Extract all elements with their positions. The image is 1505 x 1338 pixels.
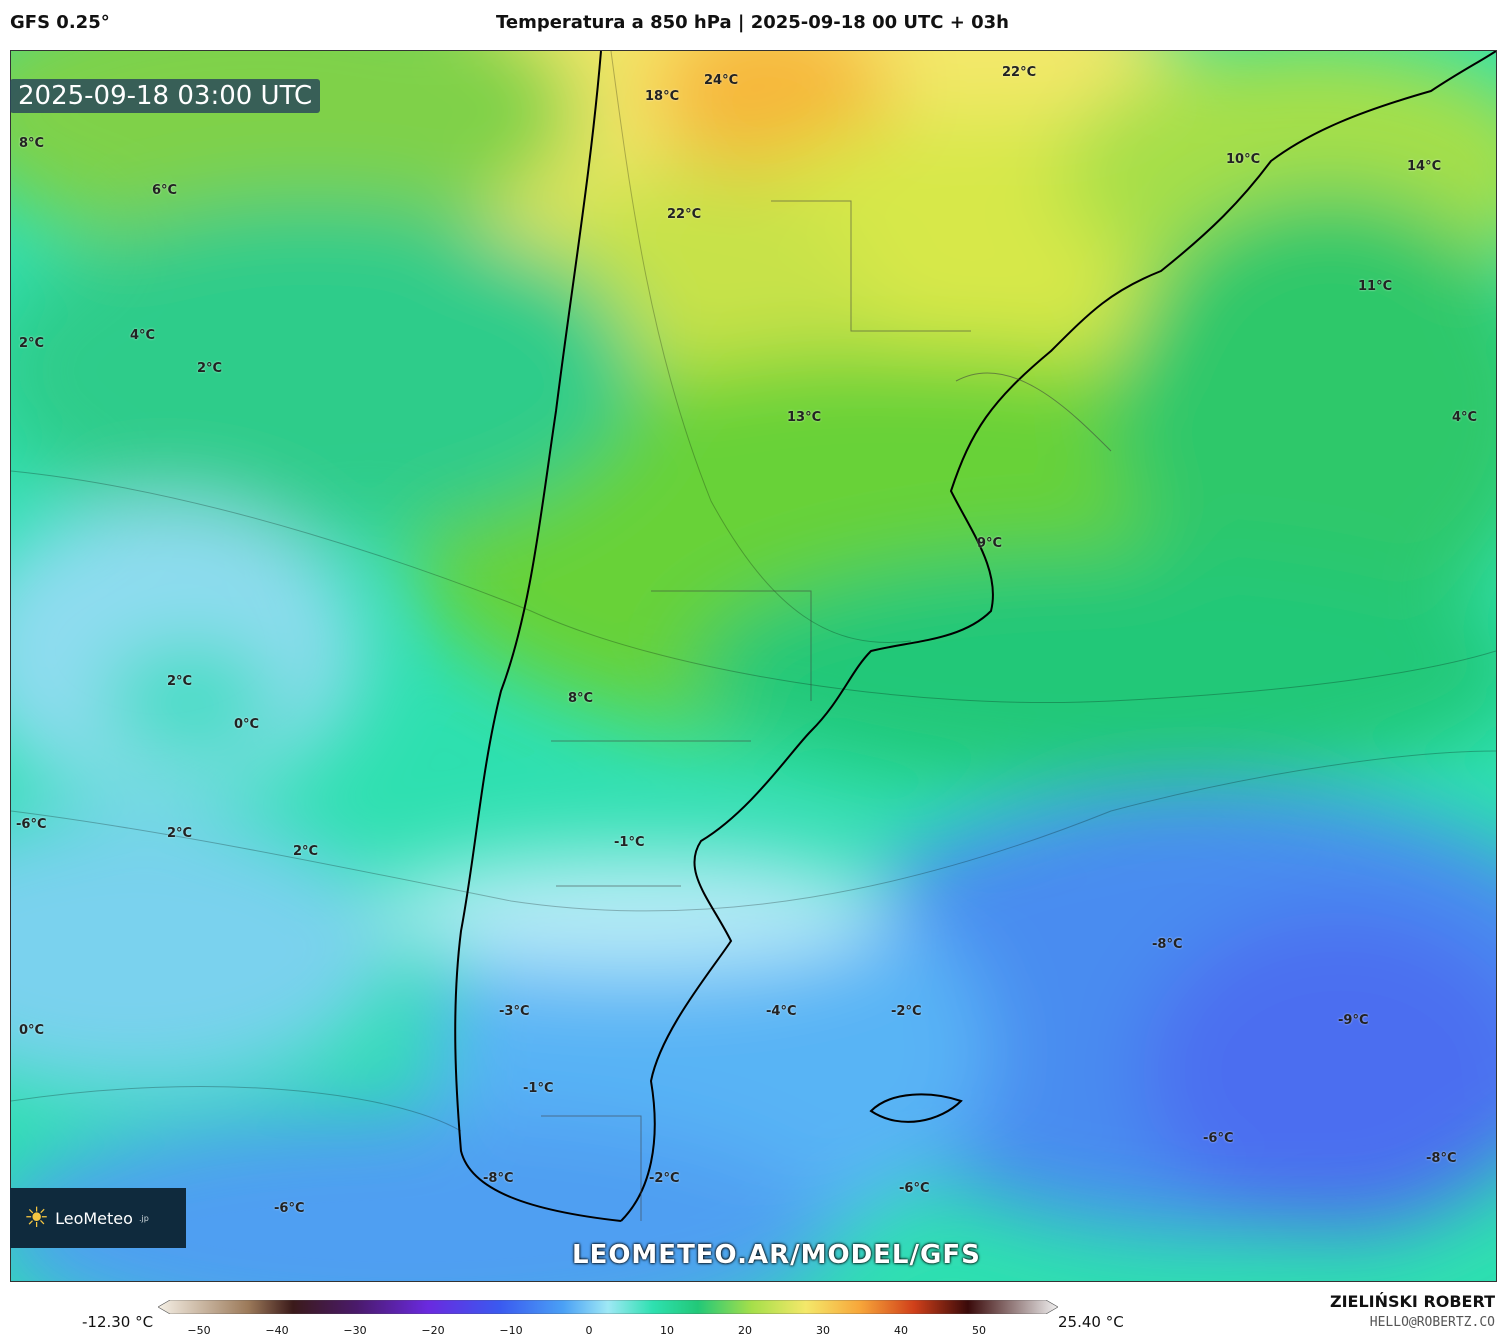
colorbar-ticks: −50 −40 −30 −20 −10 0 10 20 30 40 50 [0,1324,1505,1338]
temp-label: -6°C [899,1181,930,1196]
temp-label: 2°C [167,826,193,841]
leometeo-logo: ☀ LeoMeteo .jp [10,1188,186,1248]
colorbar-tick: 50 [972,1324,986,1337]
temperature-map: 24°C 18°C 22°C 22°C 8°C 6°C 10°C 14°C 11… [10,50,1497,1282]
temp-label: 9°C [977,536,1003,551]
temp-label: -1°C [523,1081,554,1096]
colorbar-tick: −20 [421,1324,445,1337]
logo-suffix: .jp [138,1213,149,1223]
colorbar-tick: 0 [585,1324,593,1337]
temp-label: 8°C [19,136,45,151]
colorbar-tick: −10 [499,1324,523,1337]
colorbar-tick: −50 [187,1324,211,1337]
source-url: LEOMETEO.AR/MODEL/GFS [572,1240,981,1270]
temp-label: 0°C [19,1023,45,1038]
model-name: GFS 0.25° [10,12,110,33]
temp-label: 4°C [130,328,156,343]
temp-label: -8°C [483,1171,514,1186]
colorbar-min-label: -12.30 °C [82,1313,154,1331]
colorbar-tick: 30 [816,1324,830,1337]
temp-label: 6°C [152,183,178,198]
logo-text: LeoMeteo [55,1208,133,1228]
temp-label: 24°C [704,73,739,88]
temp-label: 22°C [1002,65,1037,80]
colorbar [158,1300,1058,1314]
temp-label: -8°C [1426,1151,1457,1166]
colorbar-tick: −40 [265,1324,289,1337]
temp-label: 22°C [667,207,702,222]
temp-label: 2°C [293,844,319,859]
chart-title: Temperatura a 850 hPa | 2025-09-18 00 UT… [495,12,1009,33]
temp-label: 14°C [1407,159,1442,174]
temp-label: -6°C [16,817,47,832]
colorbar-tick: 20 [738,1324,752,1337]
temp-label: 10°C [1226,152,1261,167]
colorbar-max-label: 25.40 °C [1058,1313,1124,1331]
temp-label: -6°C [1203,1131,1234,1146]
temp-label: -6°C [274,1201,305,1216]
temp-label: 0°C [234,717,260,732]
temp-label: -3°C [499,1004,530,1019]
temp-label: -2°C [891,1004,922,1019]
map-canvas [11,51,1496,1281]
temp-label: -9°C [1338,1013,1369,1028]
temp-label: -2°C [649,1171,680,1186]
temp-label: 18°C [645,89,680,104]
colorbar-tick: 10 [660,1324,674,1337]
temp-label: 13°C [787,410,822,425]
temp-label: -8°C [1152,937,1183,952]
temp-label: -4°C [766,1004,797,1019]
temp-label: 2°C [19,336,45,351]
sun-icon: ☀ [24,1201,50,1234]
temp-label: 2°C [167,674,193,689]
temp-label: 4°C [1452,410,1478,425]
temp-label: 8°C [568,691,594,706]
temp-label: 2°C [197,361,223,376]
colorbar-tick: 40 [894,1324,908,1337]
author-email: HELLO@ROBERTZ.CO [1369,1315,1495,1330]
author-name: ZIELIŃSKI ROBERT [1329,1292,1495,1311]
temp-label: 11°C [1358,279,1393,294]
valid-time-badge: 2025-09-18 03:00 UTC [10,79,321,113]
temp-label: -1°C [614,835,645,850]
colorbar-tick: −30 [343,1324,367,1337]
